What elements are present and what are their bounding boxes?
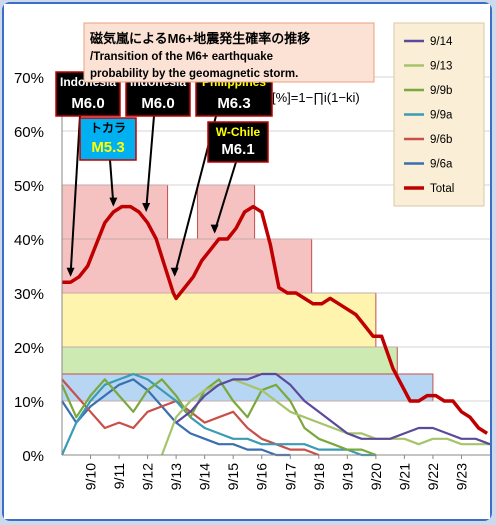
annotation-arrow: [213, 161, 237, 232]
annotation-arrow: [109, 159, 115, 205]
y-tick-label: 40%: [14, 232, 44, 249]
y-tick-label: 70%: [14, 70, 44, 87]
series-line-Total: [62, 204, 489, 435]
legend-label: 9/6b: [430, 134, 452, 146]
legend-label: 9/9b: [430, 85, 452, 97]
legend: 9/14 9/13 9/9b 9/9a 9/6b 9/6a Total: [393, 22, 485, 207]
annotation-magnitude: M6.0: [71, 95, 104, 112]
chart-title: 磁気嵐によるM6+地震発生確率の推移: [90, 31, 310, 46]
annotation-arrowhead: [142, 203, 151, 212]
annotation-arrowhead: [66, 267, 75, 277]
y-tick-label: 30%: [14, 286, 44, 303]
legend-label: 9/13: [430, 61, 452, 73]
annotation-magnitude: M6.0: [141, 95, 174, 112]
x-tick-label: 9/18: [311, 463, 327, 490]
x-tick-label: 9/19: [339, 463, 355, 490]
probability-band-5: [61, 346, 398, 375]
annotation-box: [207, 121, 269, 163]
x-tick-label: 9/22: [425, 463, 441, 490]
y-tick-label: 10%: [14, 394, 44, 411]
x-tick-label: 9/12: [140, 463, 156, 490]
annotation-box: [79, 117, 137, 161]
chart-svg: 0% 10% 20% 30% 40% 50% 60% 70% 9/10 9/11 9/12 9/13…: [4, 4, 491, 519]
x-tick-label: 9/13: [168, 463, 184, 490]
y-tick-label: 20%: [14, 340, 44, 357]
chart-frame: 0% 10% 20% 30% 40% 50% 60% 70% 9/10 9/11 9/12 9/13…: [2, 2, 492, 521]
chart-subtitle: /Transition of the M6+ earthquake: [90, 51, 273, 63]
x-tick-label: 9/10: [83, 463, 99, 490]
y-tick-label: 50%: [14, 178, 44, 195]
y-tick-label: 0%: [22, 448, 44, 465]
x-tick-label: 9/15: [225, 463, 241, 490]
legend-label: 9/6a: [430, 159, 453, 171]
legend-label: 9/9a: [430, 110, 453, 122]
annotation-arrowhead: [109, 197, 118, 207]
y-tick-label: 60%: [14, 124, 44, 141]
annotation-arrowhead: [170, 267, 179, 277]
annotation-magnitude: M6.3: [217, 95, 250, 112]
series-line-9-9b: [60, 378, 377, 457]
x-tick-label: 9/11: [111, 463, 127, 489]
x-tick-label: 9/17: [282, 463, 298, 490]
x-tick-label: 9/20: [368, 463, 384, 490]
probability-formula: [%]=1−∏i(1−ki): [272, 90, 360, 105]
annotation-magnitude: M6.1: [221, 141, 254, 158]
series-line-9-14: [175, 372, 491, 446]
annotation-arrow: [69, 115, 81, 275]
annotation-region: トカラ: [90, 121, 126, 135]
x-tick-label: 9/16: [254, 463, 270, 490]
series-line-9-9a: [60, 372, 376, 457]
annotation-region: W-Chile: [216, 125, 261, 139]
annotation-magnitude: M5.3: [91, 139, 124, 156]
x-tick-label: 9/21: [396, 463, 412, 490]
x-tick-label: 9/14: [197, 463, 213, 490]
annotation-arrow: [145, 115, 155, 211]
legend-label: 9/14: [430, 36, 453, 48]
legend-label: Total: [430, 183, 454, 195]
x-tick-label: 9/23: [453, 463, 469, 490]
probability-band-6: [61, 373, 434, 402]
chart-subtitle-2: probability by the geomagnetic storm.: [90, 68, 298, 80]
title-box: 磁気嵐によるM6+地震発生確率の推移 /Transition of the M6…: [83, 22, 375, 83]
annotation-arrowhead: [210, 224, 219, 234]
